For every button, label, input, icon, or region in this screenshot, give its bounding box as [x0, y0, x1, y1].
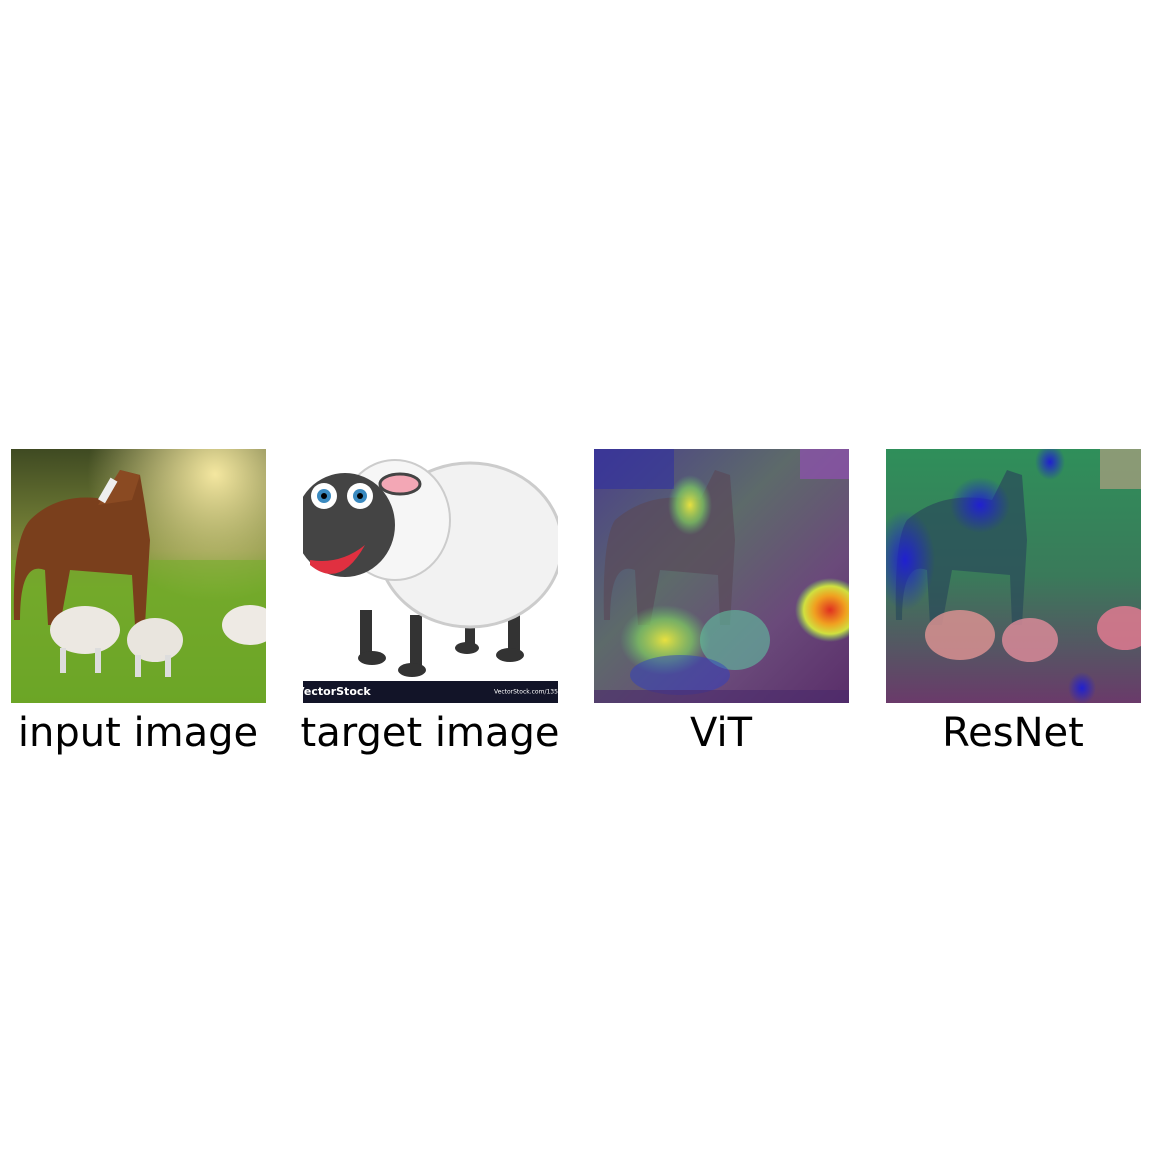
resnet-heatmap	[886, 449, 1141, 703]
target-image: VectorStock VectorStock.com/13569	[296, 449, 566, 703]
caption: ResNet	[942, 710, 1084, 756]
watermark-url: VectorStock.com/13569	[494, 689, 566, 696]
caption: input image	[18, 710, 258, 756]
input-image	[11, 449, 266, 703]
caption: ViT	[690, 710, 753, 756]
watermark: VectorStock	[296, 685, 371, 698]
vit-heatmap	[594, 449, 849, 703]
caption: target image	[301, 710, 560, 756]
